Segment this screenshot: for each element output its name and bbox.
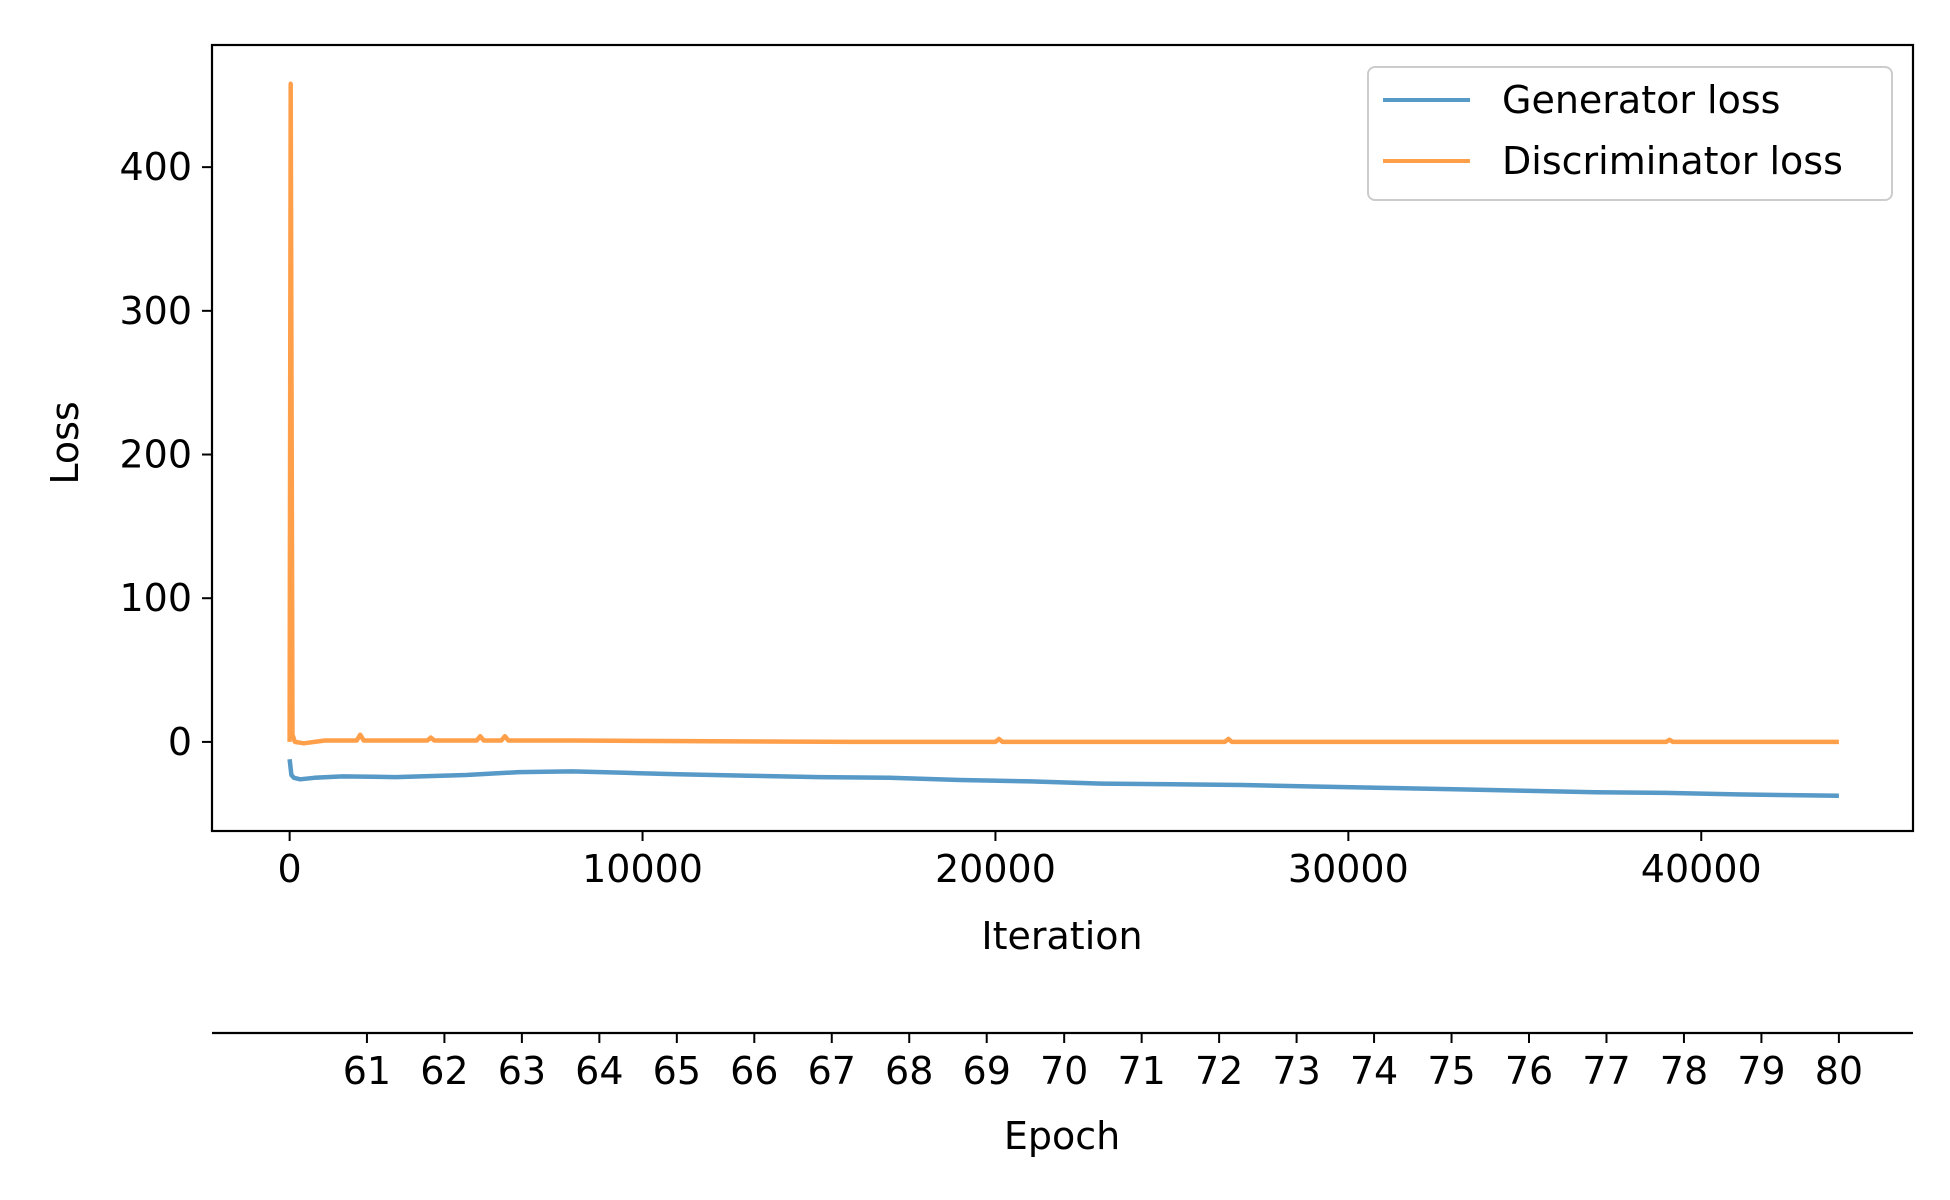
y-axis-ticks: 0 100 200 300 400 (119, 145, 212, 764)
y-tick-label: 200 (119, 433, 192, 477)
epoch-tick-label: 76 (1505, 1049, 1553, 1093)
y-tick-label: 300 (119, 289, 192, 333)
epoch-tick-label: 64 (575, 1049, 623, 1093)
epoch-tick-label: 62 (420, 1049, 468, 1093)
epoch-tick-label: 67 (808, 1049, 856, 1093)
epoch-tick-label: 61 (343, 1049, 391, 1093)
x-tick-label: 10000 (582, 847, 703, 891)
epoch-tick-label: 79 (1737, 1049, 1785, 1093)
x-tick-label: 40000 (1641, 847, 1762, 891)
epoch-tick-label: 72 (1195, 1049, 1243, 1093)
epoch-tick-label: 66 (730, 1049, 778, 1093)
legend-generator-label: Generator loss (1502, 78, 1780, 122)
y-tick-label: 400 (119, 145, 192, 189)
epoch-tick-label: 65 (653, 1049, 701, 1093)
legend: Generator loss Discriminator loss (1367, 66, 1893, 201)
y-tick-label: 100 (119, 576, 192, 620)
epoch-tick-label: 75 (1427, 1049, 1475, 1093)
epoch-tick-label: 68 (885, 1049, 933, 1093)
epoch-tick-label: 70 (1040, 1049, 1088, 1093)
plot-area-frame (210, 43, 1915, 833)
epoch-tick-label: 78 (1660, 1049, 1708, 1093)
epoch-tick-label: 74 (1350, 1049, 1398, 1093)
epoch-tick-label: 71 (1117, 1049, 1165, 1093)
series-line-discriminator (287, 81, 1839, 746)
epoch-axis-label: Epoch (1004, 1114, 1120, 1158)
series-line-generator (287, 758, 1839, 799)
epoch-tick-label: 63 (498, 1049, 546, 1093)
epoch-axis-ticks: 61 62 63 64 65 66 67 68 69 70 71 72 73 74 75 76 77 78 79 80 (343, 1033, 1863, 1093)
x-tick-label: 30000 (1288, 847, 1409, 891)
epoch-tick-label: 77 (1582, 1049, 1630, 1093)
x-axis-label: Iteration (981, 914, 1142, 958)
y-tick-label: 0 (168, 720, 192, 764)
epoch-tick-label: 80 (1815, 1049, 1863, 1093)
epoch-tick-label: 69 (963, 1049, 1011, 1093)
x-tick-label: 20000 (935, 847, 1056, 891)
series-layer (287, 81, 1839, 799)
x-axis-ticks: 0 10000 20000 30000 40000 (278, 831, 1762, 891)
y-axis-label: Loss (43, 401, 87, 484)
x-tick-label: 0 (278, 847, 302, 891)
legend-box (1367, 66, 1893, 201)
legend-discriminator-label: Discriminator loss (1502, 139, 1843, 183)
epoch-tick-label: 73 (1272, 1049, 1320, 1093)
